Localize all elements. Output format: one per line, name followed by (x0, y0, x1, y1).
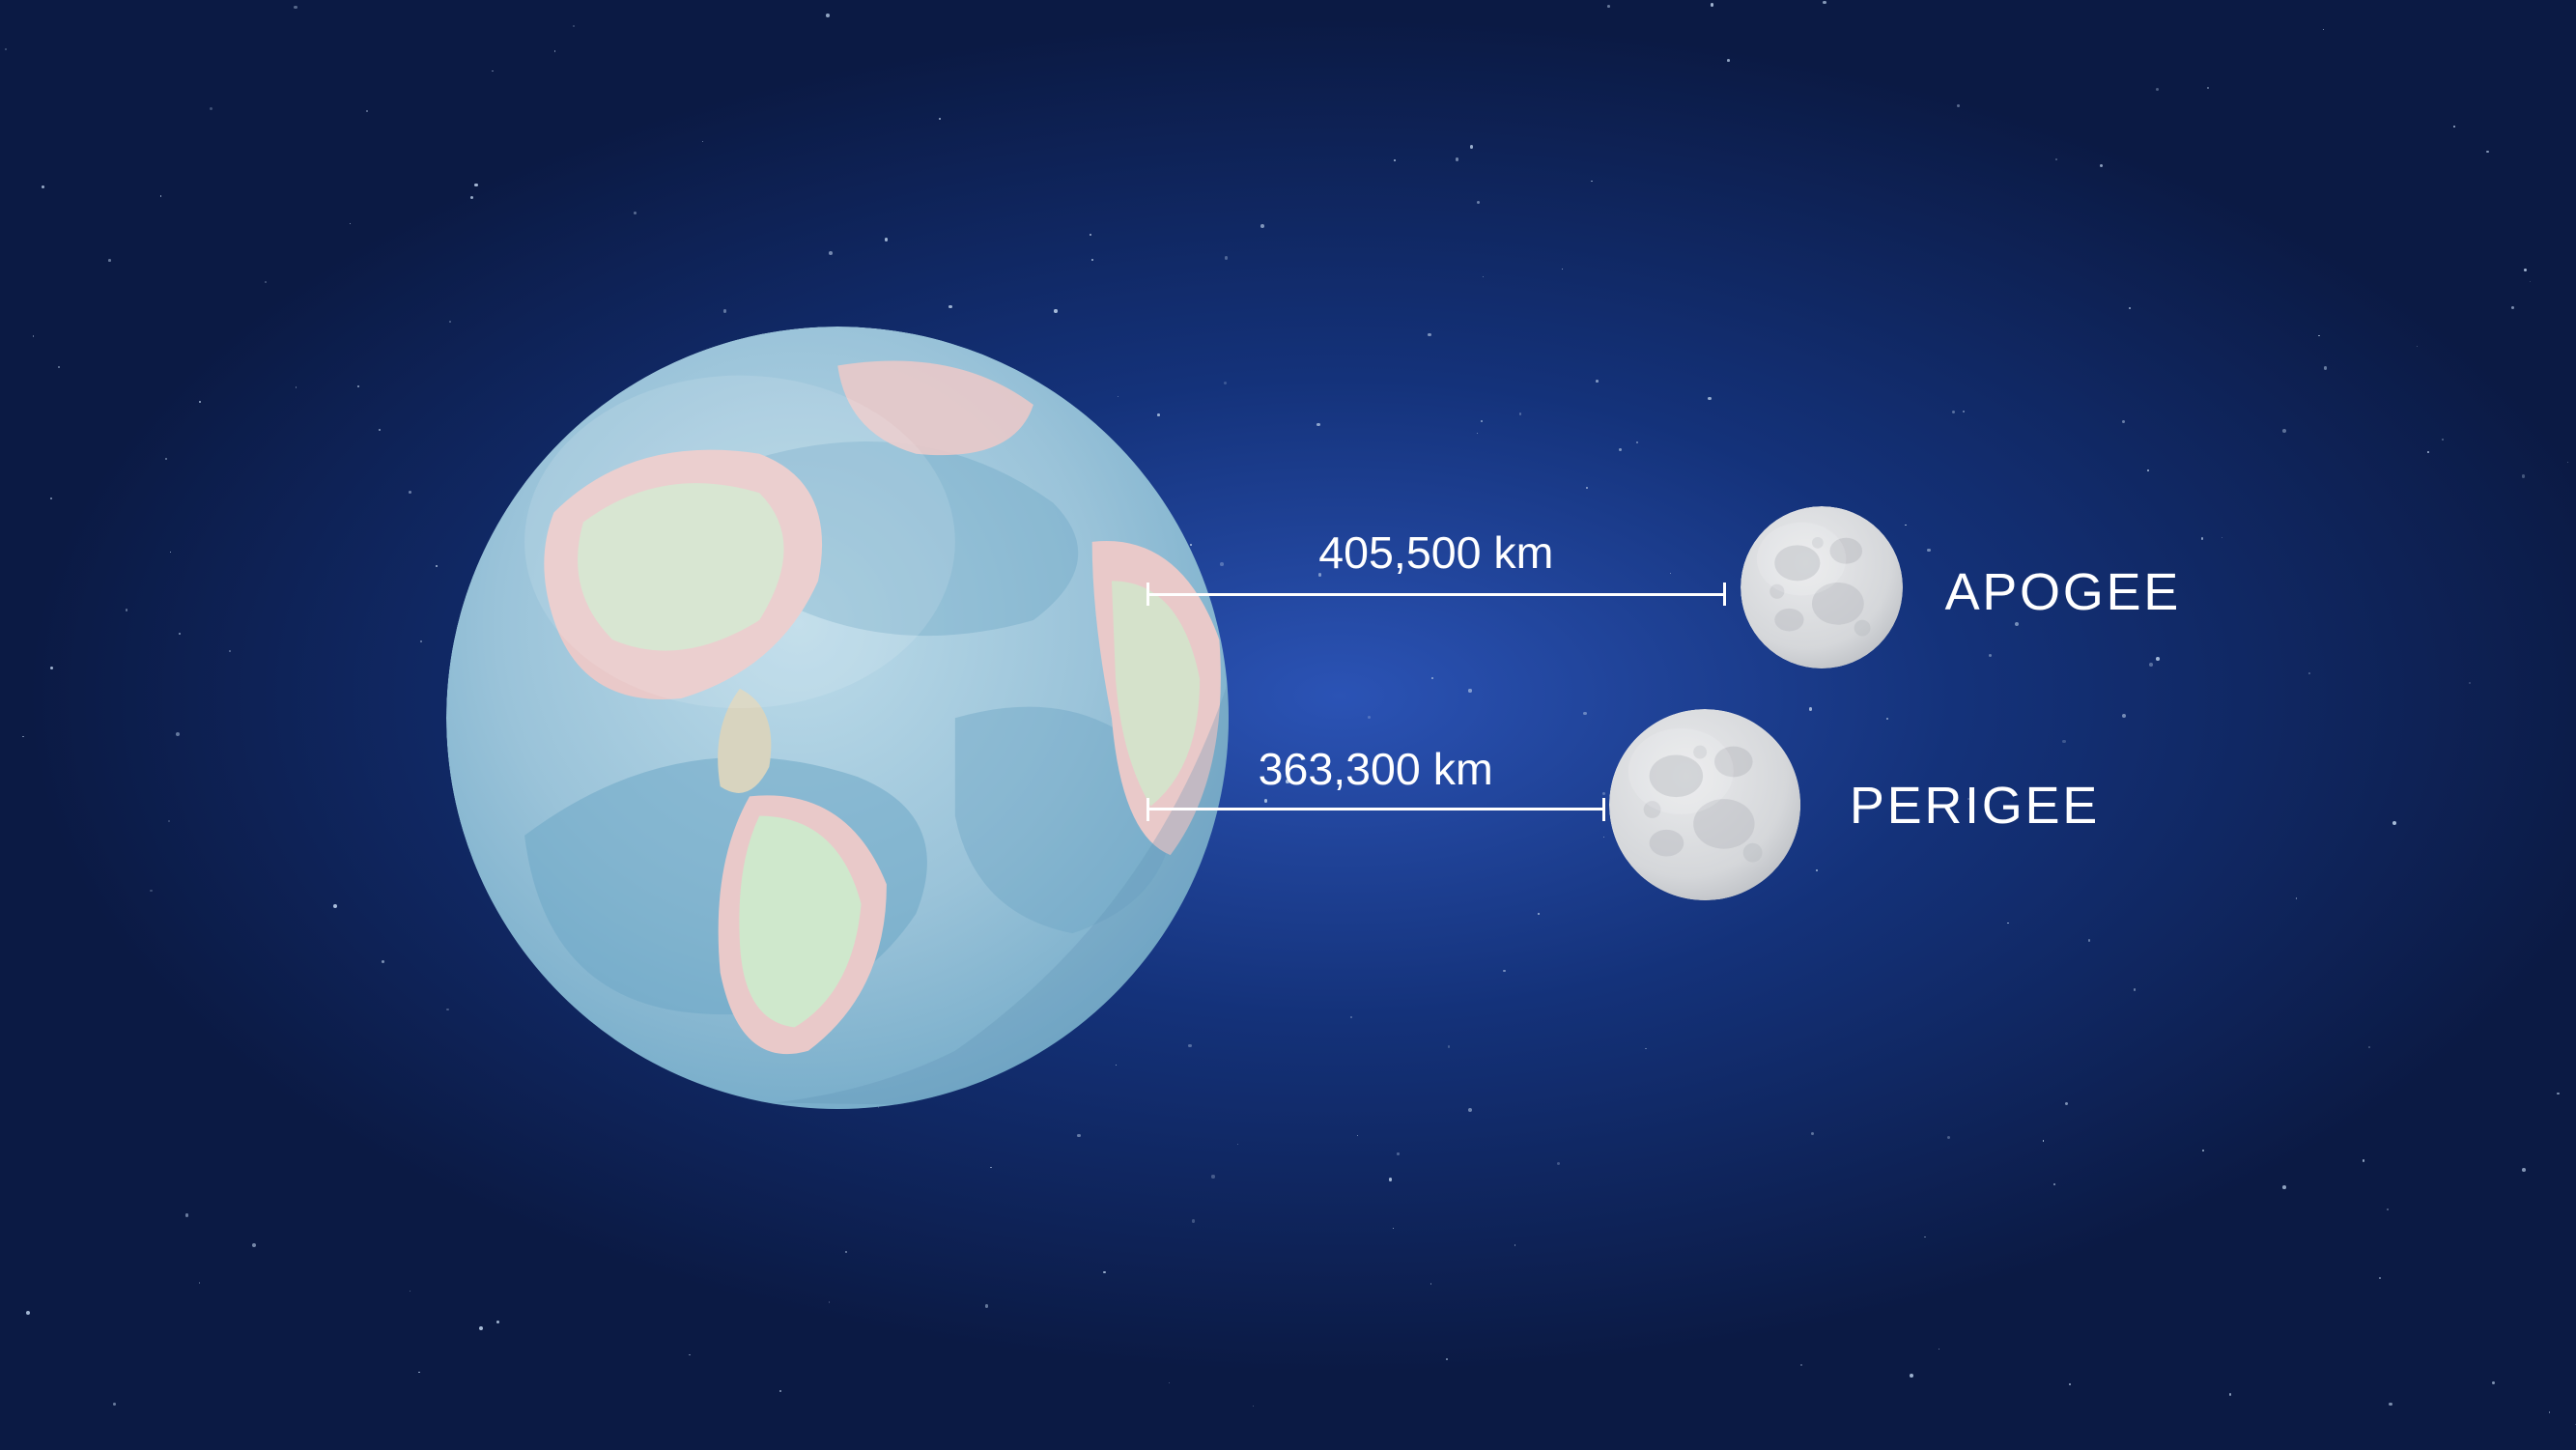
apogee-moon (1741, 506, 1903, 668)
perigee-moon (1609, 709, 1800, 900)
apogee-distance-label: 405,500 km (1318, 526, 1553, 579)
diagram-stage: 405,500 km APOGEE 363,300 km PERIGEE (0, 0, 2576, 1450)
apogee-name-label: APOGEE (1945, 562, 2181, 622)
apogee-dimension-line (1146, 593, 1726, 596)
earth (446, 327, 1230, 1110)
perigee-dimension-line (1146, 808, 1605, 810)
perigee-name-label: PERIGEE (1850, 776, 2100, 836)
starfield (0, 0, 2576, 1450)
perigee-distance-label: 363,300 km (1259, 743, 1493, 795)
